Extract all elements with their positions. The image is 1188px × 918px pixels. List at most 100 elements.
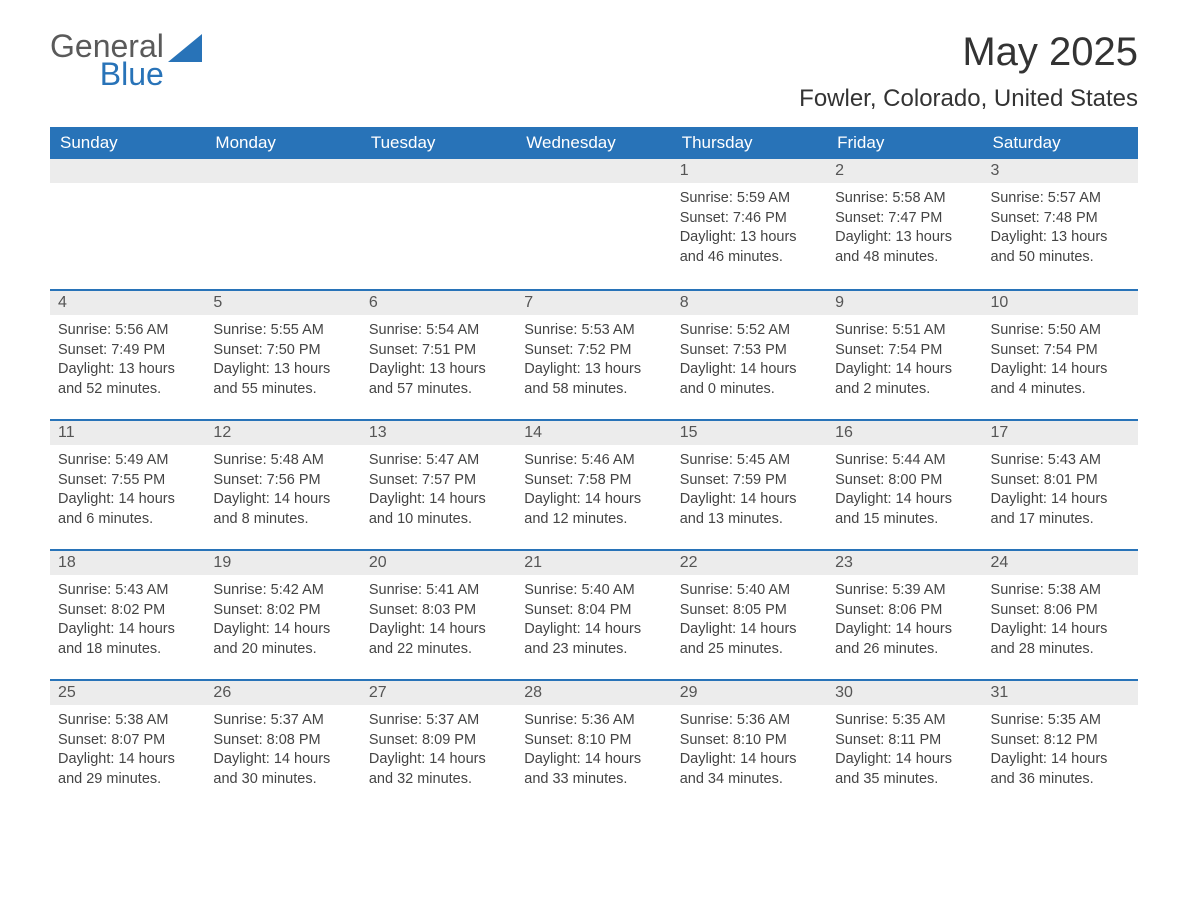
day-sunrise: Sunrise: 5:35 AM — [991, 711, 1130, 731]
day-sunrise: Sunrise: 5:43 AM — [58, 581, 197, 601]
calendar-cell: 24Sunrise: 5:38 AMSunset: 8:06 PMDayligh… — [983, 549, 1138, 679]
day-sunset: Sunset: 8:10 PM — [680, 731, 819, 751]
empty-day-bar — [50, 159, 205, 183]
day-data: Sunrise: 5:57 AMSunset: 7:48 PMDaylight:… — [983, 183, 1138, 271]
day-data: Sunrise: 5:48 AMSunset: 7:56 PMDaylight:… — [205, 445, 360, 533]
calendar-week-row: 25Sunrise: 5:38 AMSunset: 8:07 PMDayligh… — [50, 679, 1138, 809]
header: General Blue May 2025 Fowler, Colorado, … — [50, 30, 1138, 113]
day-day2: and 55 minutes. — [213, 380, 352, 400]
day-sunset: Sunset: 8:02 PM — [58, 601, 197, 621]
day-data: Sunrise: 5:47 AMSunset: 7:57 PMDaylight:… — [361, 445, 516, 533]
calendar-cell: 29Sunrise: 5:36 AMSunset: 8:10 PMDayligh… — [672, 679, 827, 809]
day-day1: Daylight: 14 hours — [58, 490, 197, 510]
day-day1: Daylight: 14 hours — [835, 490, 974, 510]
day-sunrise: Sunrise: 5:40 AM — [524, 581, 663, 601]
day-sunrise: Sunrise: 5:43 AM — [991, 451, 1130, 471]
day-number: 23 — [827, 549, 982, 575]
weekday-header-row: SundayMondayTuesdayWednesdayThursdayFrid… — [50, 127, 1138, 159]
title-block: May 2025 Fowler, Colorado, United States — [799, 30, 1138, 113]
empty-day-bar — [361, 159, 516, 183]
day-data: Sunrise: 5:38 AMSunset: 8:06 PMDaylight:… — [983, 575, 1138, 663]
day-sunset: Sunset: 7:56 PM — [213, 471, 352, 491]
day-day2: and 12 minutes. — [524, 510, 663, 530]
day-data: Sunrise: 5:46 AMSunset: 7:58 PMDaylight:… — [516, 445, 671, 533]
day-sunset: Sunset: 7:58 PM — [524, 471, 663, 491]
day-data: Sunrise: 5:49 AMSunset: 7:55 PMDaylight:… — [50, 445, 205, 533]
day-number: 5 — [205, 289, 360, 315]
day-data: Sunrise: 5:35 AMSunset: 8:11 PMDaylight:… — [827, 705, 982, 793]
day-day1: Daylight: 13 hours — [835, 228, 974, 248]
day-sunrise: Sunrise: 5:58 AM — [835, 189, 974, 209]
day-sunrise: Sunrise: 5:37 AM — [213, 711, 352, 731]
calendar-cell: 22Sunrise: 5:40 AMSunset: 8:05 PMDayligh… — [672, 549, 827, 679]
day-day1: Daylight: 14 hours — [835, 620, 974, 640]
day-number: 15 — [672, 419, 827, 445]
empty-day-bar — [205, 159, 360, 183]
calendar-cell: 21Sunrise: 5:40 AMSunset: 8:04 PMDayligh… — [516, 549, 671, 679]
calendar-week-row: 11Sunrise: 5:49 AMSunset: 7:55 PMDayligh… — [50, 419, 1138, 549]
day-number: 16 — [827, 419, 982, 445]
day-number: 30 — [827, 679, 982, 705]
day-number: 7 — [516, 289, 671, 315]
weekday-header: Sunday — [50, 127, 205, 159]
day-day1: Daylight: 14 hours — [991, 750, 1130, 770]
day-sunset: Sunset: 7:59 PM — [680, 471, 819, 491]
day-sunset: Sunset: 7:53 PM — [680, 341, 819, 361]
calendar-cell: 3Sunrise: 5:57 AMSunset: 7:48 PMDaylight… — [983, 159, 1138, 289]
day-day1: Daylight: 14 hours — [835, 360, 974, 380]
calendar-cell: 26Sunrise: 5:37 AMSunset: 8:08 PMDayligh… — [205, 679, 360, 809]
day-sunrise: Sunrise: 5:47 AM — [369, 451, 508, 471]
day-day1: Daylight: 14 hours — [835, 750, 974, 770]
day-sunset: Sunset: 7:49 PM — [58, 341, 197, 361]
day-sunset: Sunset: 8:09 PM — [369, 731, 508, 751]
day-number: 31 — [983, 679, 1138, 705]
calendar-cell: 6Sunrise: 5:54 AMSunset: 7:51 PMDaylight… — [361, 289, 516, 419]
day-day1: Daylight: 14 hours — [58, 620, 197, 640]
day-sunrise: Sunrise: 5:36 AM — [524, 711, 663, 731]
day-number: 29 — [672, 679, 827, 705]
day-sunset: Sunset: 8:00 PM — [835, 471, 974, 491]
day-sunrise: Sunrise: 5:37 AM — [369, 711, 508, 731]
day-day1: Daylight: 14 hours — [213, 620, 352, 640]
day-sunrise: Sunrise: 5:45 AM — [680, 451, 819, 471]
calendar-cell: 28Sunrise: 5:36 AMSunset: 8:10 PMDayligh… — [516, 679, 671, 809]
day-data: Sunrise: 5:42 AMSunset: 8:02 PMDaylight:… — [205, 575, 360, 663]
day-sunset: Sunset: 7:47 PM — [835, 209, 974, 229]
day-day2: and 30 minutes. — [213, 770, 352, 790]
day-day2: and 26 minutes. — [835, 640, 974, 660]
day-sunset: Sunset: 8:07 PM — [58, 731, 197, 751]
day-sunrise: Sunrise: 5:54 AM — [369, 321, 508, 341]
day-data: Sunrise: 5:55 AMSunset: 7:50 PMDaylight:… — [205, 315, 360, 403]
day-day1: Daylight: 13 hours — [680, 228, 819, 248]
day-day2: and 18 minutes. — [58, 640, 197, 660]
day-data: Sunrise: 5:35 AMSunset: 8:12 PMDaylight:… — [983, 705, 1138, 793]
day-number: 22 — [672, 549, 827, 575]
day-number: 28 — [516, 679, 671, 705]
day-day1: Daylight: 14 hours — [680, 620, 819, 640]
day-day2: and 36 minutes. — [991, 770, 1130, 790]
day-data: Sunrise: 5:50 AMSunset: 7:54 PMDaylight:… — [983, 315, 1138, 403]
day-day2: and 58 minutes. — [524, 380, 663, 400]
brand-logo: General Blue — [50, 30, 212, 90]
day-number: 25 — [50, 679, 205, 705]
day-sunset: Sunset: 7:51 PM — [369, 341, 508, 361]
day-data: Sunrise: 5:44 AMSunset: 8:00 PMDaylight:… — [827, 445, 982, 533]
day-day1: Daylight: 13 hours — [991, 228, 1130, 248]
day-number: 2 — [827, 159, 982, 183]
day-day2: and 10 minutes. — [369, 510, 508, 530]
day-data: Sunrise: 5:52 AMSunset: 7:53 PMDaylight:… — [672, 315, 827, 403]
calendar-cell: 1Sunrise: 5:59 AMSunset: 7:46 PMDaylight… — [672, 159, 827, 289]
day-number: 8 — [672, 289, 827, 315]
calendar-cell: 11Sunrise: 5:49 AMSunset: 7:55 PMDayligh… — [50, 419, 205, 549]
weekday-header: Thursday — [672, 127, 827, 159]
day-data: Sunrise: 5:40 AMSunset: 8:05 PMDaylight:… — [672, 575, 827, 663]
day-number: 26 — [205, 679, 360, 705]
weekday-header: Friday — [827, 127, 982, 159]
calendar-week-row: 1Sunrise: 5:59 AMSunset: 7:46 PMDaylight… — [50, 159, 1138, 289]
calendar-cell — [50, 159, 205, 289]
day-day1: Daylight: 13 hours — [58, 360, 197, 380]
day-sunset: Sunset: 8:08 PM — [213, 731, 352, 751]
day-data: Sunrise: 5:43 AMSunset: 8:02 PMDaylight:… — [50, 575, 205, 663]
day-sunset: Sunset: 8:12 PM — [991, 731, 1130, 751]
calendar-cell: 13Sunrise: 5:47 AMSunset: 7:57 PMDayligh… — [361, 419, 516, 549]
